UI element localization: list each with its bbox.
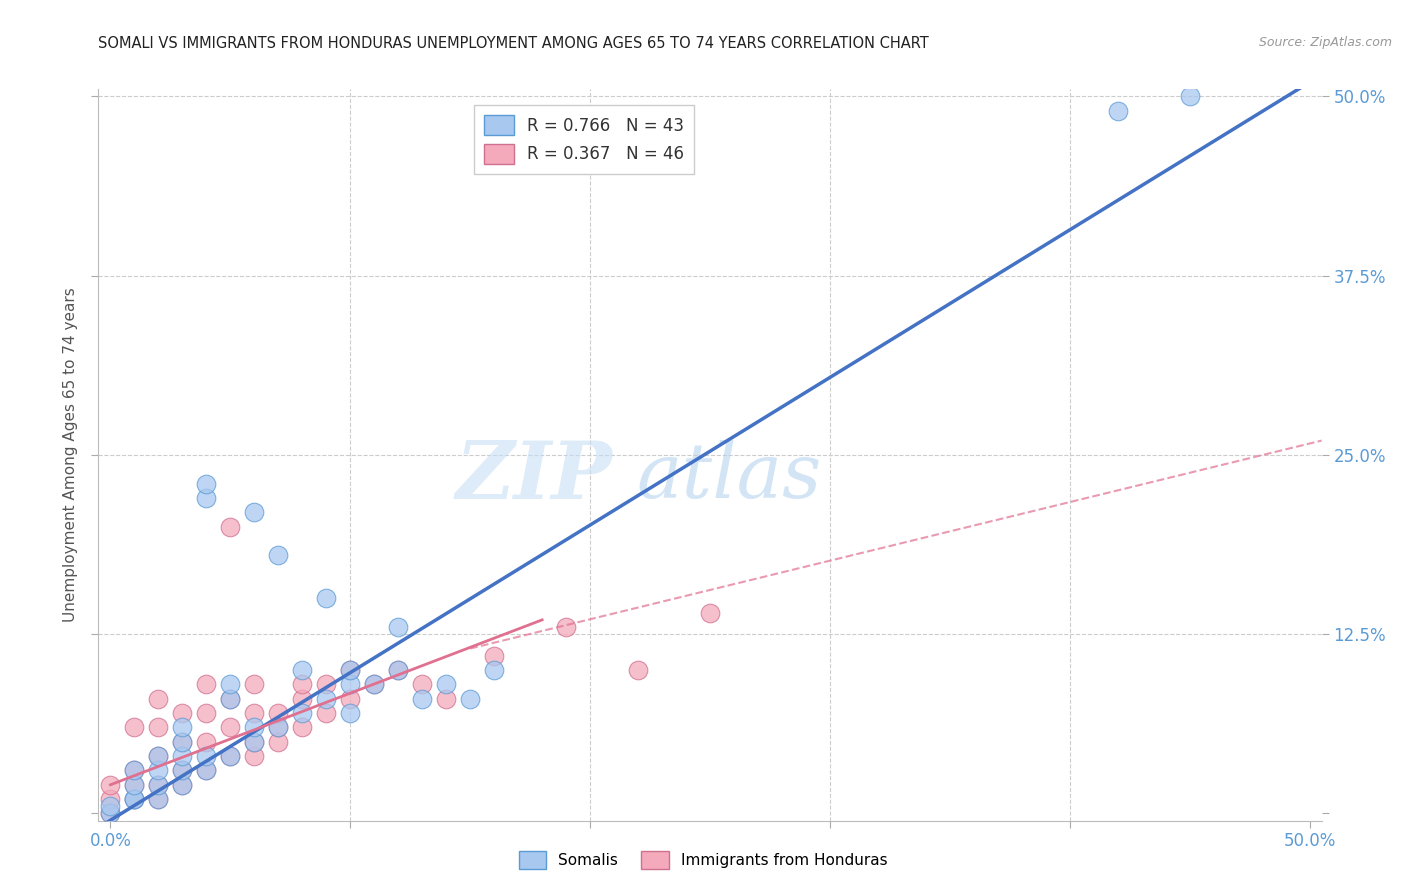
Point: [219, 749, 242, 764]
Point: [291, 677, 314, 691]
Point: [219, 749, 242, 764]
Point: [172, 764, 194, 778]
Point: [195, 764, 218, 778]
Y-axis label: Unemployment Among Ages 65 to 74 years: Unemployment Among Ages 65 to 74 years: [63, 287, 79, 623]
Point: [124, 720, 146, 734]
Text: atlas: atlas: [637, 440, 823, 514]
Point: [172, 749, 194, 764]
Point: [291, 663, 314, 677]
Point: [100, 799, 122, 814]
Legend: R = 0.766   N = 43, R = 0.367   N = 46: R = 0.766 N = 43, R = 0.367 N = 46: [474, 105, 695, 174]
Point: [699, 606, 721, 620]
Point: [172, 706, 194, 720]
Point: [219, 677, 242, 691]
Point: [363, 677, 385, 691]
Point: [195, 735, 218, 749]
Point: [267, 720, 290, 734]
Point: [482, 663, 505, 677]
Point: [219, 720, 242, 734]
Point: [387, 663, 409, 677]
Point: [411, 691, 433, 706]
Point: [243, 677, 266, 691]
Point: [243, 720, 266, 734]
Point: [339, 691, 361, 706]
Point: [195, 764, 218, 778]
Point: [100, 792, 122, 806]
Point: [124, 792, 146, 806]
Point: [339, 706, 361, 720]
Text: ZIP: ZIP: [456, 438, 612, 516]
Point: [315, 591, 337, 606]
Point: [148, 764, 170, 778]
Text: SOMALI VS IMMIGRANTS FROM HONDURAS UNEMPLOYMENT AMONG AGES 65 TO 74 YEARS CORREL: SOMALI VS IMMIGRANTS FROM HONDURAS UNEMP…: [98, 36, 929, 51]
Text: Source: ZipAtlas.com: Source: ZipAtlas.com: [1258, 36, 1392, 49]
Point: [315, 677, 337, 691]
Point: [172, 735, 194, 749]
Point: [148, 778, 170, 792]
Point: [148, 720, 170, 734]
Point: [243, 749, 266, 764]
Point: [387, 663, 409, 677]
Point: [291, 720, 314, 734]
Point: [100, 806, 122, 821]
Point: [172, 764, 194, 778]
Point: [124, 764, 146, 778]
Point: [363, 677, 385, 691]
Point: [148, 778, 170, 792]
Point: [172, 778, 194, 792]
Point: [267, 720, 290, 734]
Point: [291, 706, 314, 720]
Point: [195, 677, 218, 691]
Point: [219, 519, 242, 533]
Point: [100, 778, 122, 792]
Point: [434, 691, 457, 706]
Point: [1178, 89, 1201, 103]
Point: [339, 663, 361, 677]
Point: [195, 706, 218, 720]
Point: [1107, 103, 1129, 118]
Point: [124, 778, 146, 792]
Point: [148, 749, 170, 764]
Point: [243, 735, 266, 749]
Point: [411, 677, 433, 691]
Point: [124, 792, 146, 806]
Point: [124, 792, 146, 806]
Point: [315, 706, 337, 720]
Point: [339, 677, 361, 691]
Point: [219, 691, 242, 706]
Point: [315, 691, 337, 706]
Point: [195, 749, 218, 764]
Point: [555, 620, 578, 634]
Point: [148, 691, 170, 706]
Legend: Somalis, Immigrants from Honduras: Somalis, Immigrants from Honduras: [512, 845, 894, 875]
Point: [627, 663, 650, 677]
Point: [195, 491, 218, 505]
Point: [148, 792, 170, 806]
Point: [434, 677, 457, 691]
Point: [172, 720, 194, 734]
Point: [267, 706, 290, 720]
Point: [124, 778, 146, 792]
Point: [243, 735, 266, 749]
Point: [291, 691, 314, 706]
Point: [267, 549, 290, 563]
Point: [267, 735, 290, 749]
Point: [100, 806, 122, 821]
Point: [243, 706, 266, 720]
Point: [124, 764, 146, 778]
Point: [148, 792, 170, 806]
Point: [458, 691, 481, 706]
Point: [482, 648, 505, 663]
Point: [172, 778, 194, 792]
Point: [339, 663, 361, 677]
Point: [172, 735, 194, 749]
Point: [243, 505, 266, 519]
Point: [195, 476, 218, 491]
Point: [219, 691, 242, 706]
Point: [387, 620, 409, 634]
Point: [148, 749, 170, 764]
